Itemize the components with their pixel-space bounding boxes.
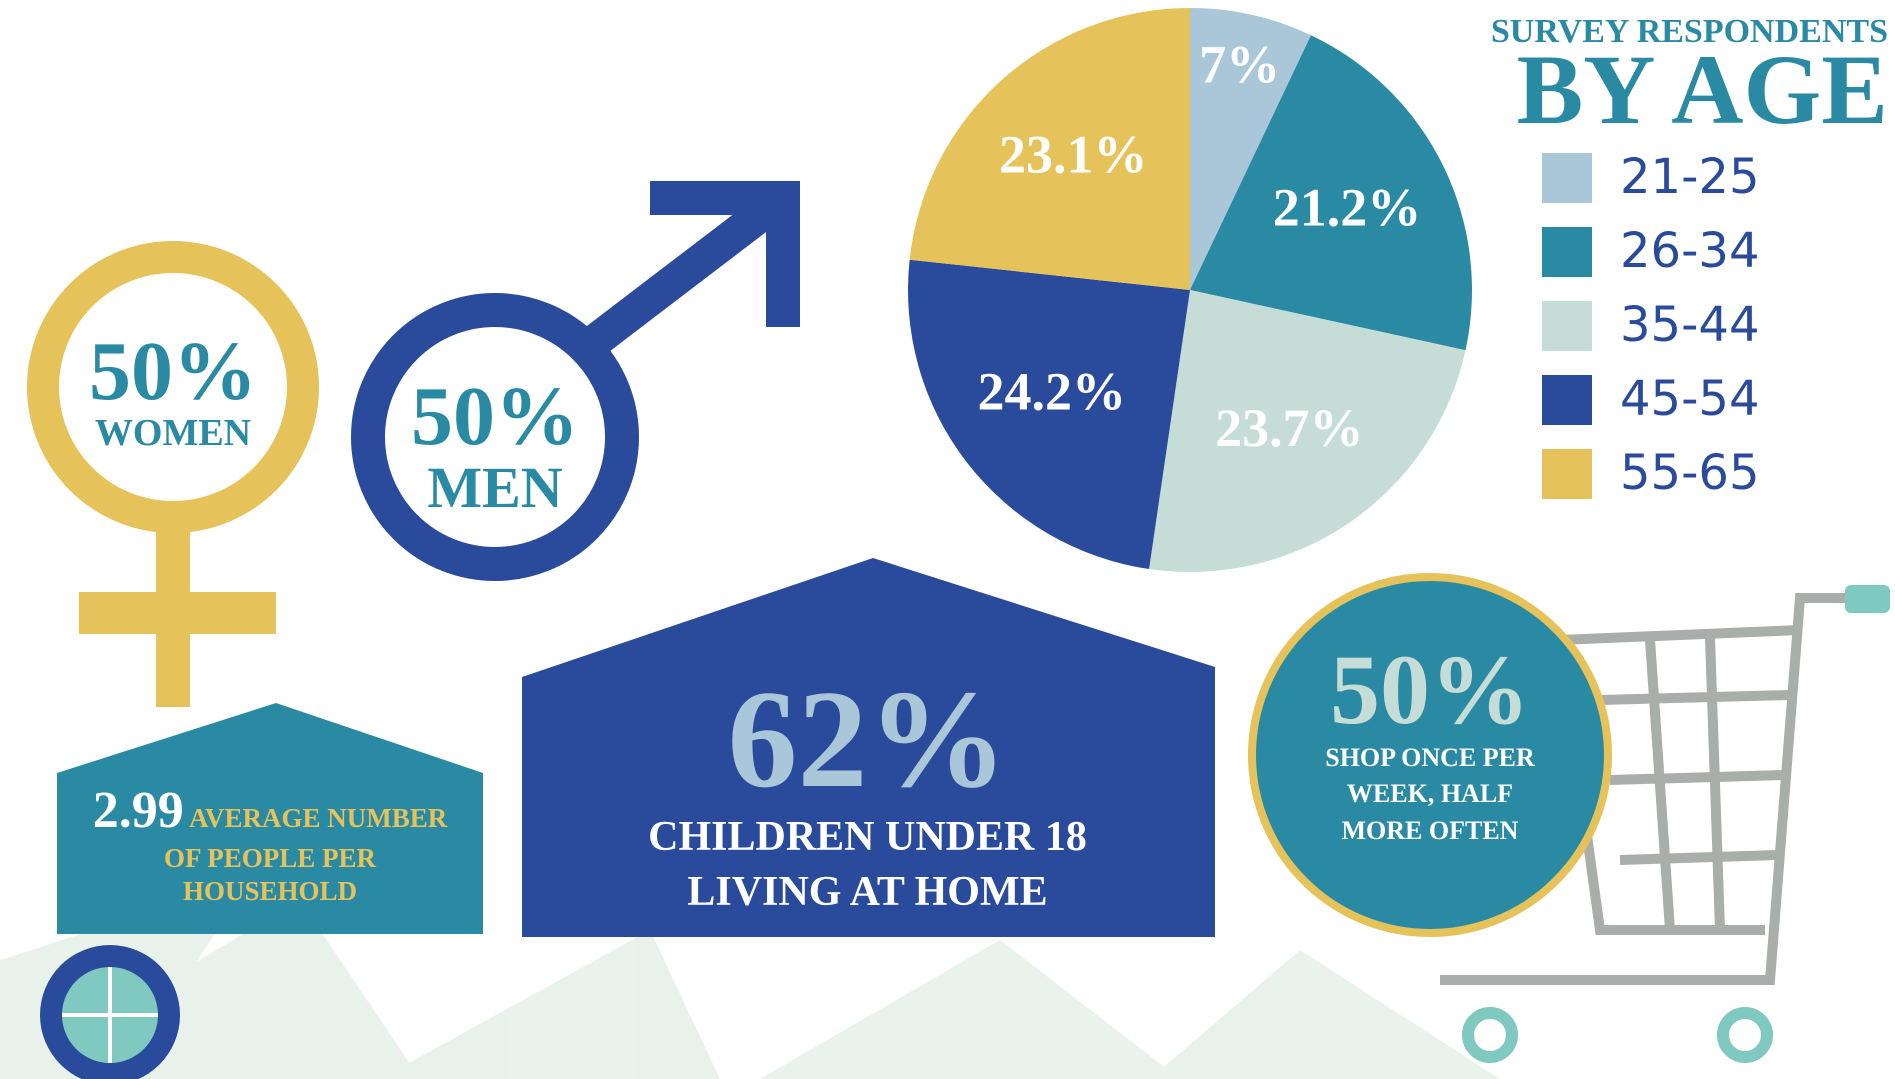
legend-label: 26-34	[1620, 223, 1759, 279]
women-label: WOMEN	[43, 414, 303, 452]
men-label: MEN	[365, 459, 625, 517]
legend-swatch	[1542, 301, 1592, 351]
data-label: 23.1%	[999, 124, 1148, 184]
legend-swatch	[1542, 227, 1592, 277]
children-value: 62%	[540, 670, 1195, 810]
household-label: AVERAGE NUMBER OF PEOPLE PER HOUSEHOLD	[164, 803, 447, 906]
legend-label: 21-25	[1620, 149, 1759, 205]
children-stat: 62% CHILDREN UNDER 18 LIVING AT HOME	[540, 670, 1195, 919]
shopping-stat: 50% SHOP ONCE PER WEEK, HALF MORE OFTEN	[1280, 640, 1580, 849]
infographic: SURVEY RESPONDENTS BY AGE 7%21.2%23.7%24…	[0, 0, 1895, 1079]
legend-label: 55-65	[1620, 445, 1759, 501]
chart-subtitle: BY AGE	[1517, 34, 1888, 145]
men-stat: 50% MEN	[365, 375, 625, 517]
women-value: 50%	[43, 330, 303, 414]
shopping-label: SHOP ONCE PER WEEK, HALF MORE OFTEN	[1280, 740, 1580, 849]
legend-swatch	[1542, 153, 1592, 203]
shopping-value: 50%	[1280, 640, 1580, 740]
legend-swatch	[1542, 449, 1592, 499]
women-stat: 50% WOMEN	[43, 330, 303, 452]
men-value: 50%	[365, 375, 625, 459]
children-label: CHILDREN UNDER 18 LIVING AT HOME	[540, 810, 1195, 919]
data-label: 7%	[1199, 34, 1280, 94]
legend-label: 35-44	[1620, 297, 1759, 353]
data-label: 24.2%	[977, 361, 1126, 421]
household-value: 2.99	[93, 782, 184, 839]
household-stat: 2.99 AVERAGE NUMBER OF PEOPLE PER HOUSEH…	[75, 780, 465, 907]
logo	[40, 945, 180, 1079]
legend-swatch	[1542, 375, 1592, 425]
legend-label: 45-54	[1620, 371, 1759, 427]
data-label: 21.2%	[1273, 177, 1422, 237]
data-label: 23.7%	[1215, 398, 1364, 458]
